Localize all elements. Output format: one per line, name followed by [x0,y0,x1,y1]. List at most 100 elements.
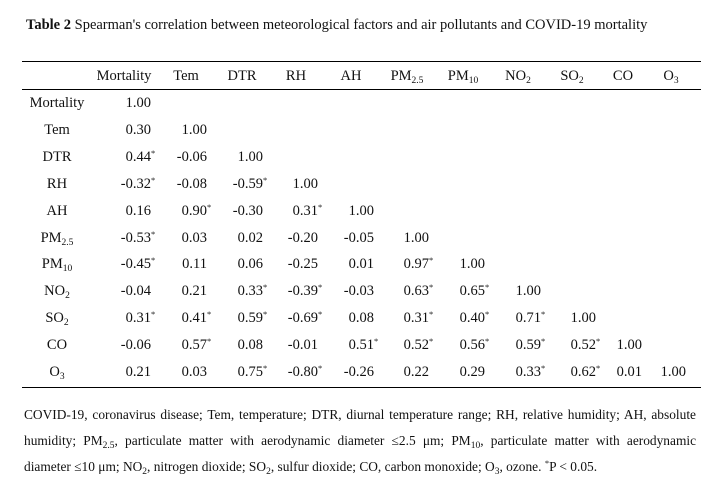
column-header: AH [341,67,362,85]
footnote-subscript: 2 [266,467,271,477]
table-cell: 0.01 [349,255,378,273]
column-header: DTR [228,67,257,85]
cell-value: 0.21 [181,283,207,300]
footnote-text: , particulate matter with aerodynamic di… [24,433,697,474]
table-cell: 0.22 [404,363,433,381]
cell-value: 1.00 [616,337,642,354]
label-text: AH [46,202,68,219]
label-text: PM [390,68,412,84]
footnote-text: , particulate matter with aerodynamic di… [114,433,471,448]
footnote-text: , sulfur dioxide; CO, carbon monoxide; O [270,459,495,474]
cell-value: 0.40 [459,310,485,327]
label-text: SO [560,68,579,84]
table-cell: 0.52* [570,336,601,354]
cell-value: 0.08 [237,337,263,354]
label-text: PM [41,256,63,273]
column-header: CO [613,67,633,85]
cell-value: -0.20 [287,229,318,246]
label-text: O [663,68,674,84]
table-cell: 1.00 [293,175,322,193]
cell-value: -0.06 [176,148,207,165]
table-cell: 0.08 [238,336,267,354]
column-header: NO2 [505,67,531,86]
cell-value: -0.05 [343,229,374,246]
cell-value: 0.16 [125,202,151,219]
table-cell: -0.20 [288,229,322,247]
cell-value: 1.00 [348,202,374,219]
row-header: PM10 [41,255,72,274]
cell-value: 0.06 [237,256,263,273]
subscript: 2.5 [61,237,74,248]
table-cell: -0.45* [120,255,156,273]
column-header: RH [286,67,306,85]
cell-value: 1.00 [403,229,429,246]
top-rule [22,61,701,62]
cell-value: 0.62 [570,364,596,380]
column-header: PM10 [447,67,479,86]
cell-value: 0.90 [181,202,207,219]
cell-value: 0.01 [616,364,642,380]
table-cell: 0.51* [348,336,379,354]
table-cell: 0.59* [515,336,546,354]
table-label: Table 2 [26,17,71,33]
cell-value: -0.32 [120,175,151,192]
table-cell: -0.04 [121,282,155,300]
cell-value: 0.75 [237,364,263,380]
subscript: 3 [59,372,65,382]
table-cell: 0.16 [126,202,155,220]
footnote-subscript: 10 [470,441,481,451]
cell-value: 0.33 [237,283,263,300]
label-text: PM [447,68,469,84]
table-cell: 1.00 [617,336,646,354]
row-header: CO [47,336,67,354]
table-cell: 0.31* [292,201,323,219]
table-cell: 0.02 [238,229,267,247]
table-footnote: COVID-19, coronavirus disease; Tem, temp… [24,402,696,480]
table-cell: 1.00 [126,94,155,112]
table-cell: -0.80* [287,363,323,380]
table-cell: -0.25 [288,255,322,273]
table-cell: -0.39* [287,282,323,300]
row-header: O3 [49,363,65,382]
footnote-subscript: 3 [494,467,500,477]
cell-value: 0.59 [237,310,263,327]
table-cell: 0.65* [459,282,490,300]
cell-value: 0.57 [181,337,207,354]
table-cell: 0.40* [459,309,490,327]
subscript: 10 [468,76,479,86]
cell-value: -0.03 [343,283,374,300]
cell-value: 1.00 [125,95,151,111]
table-cell: -0.06 [121,336,155,354]
label-text: AH [340,68,362,84]
table-cell: -0.69* [287,309,323,327]
subscript: 2 [526,76,531,86]
cell-value: -0.45 [120,256,151,273]
footnote-superscript: * [544,458,550,468]
footnote-subscript: 2.5 [102,441,115,451]
row-header: AH [47,202,68,220]
row-header: Tem [44,121,70,139]
label-text: RH [285,68,307,84]
cell-value: 0.30 [125,121,151,138]
cell-value: 1.00 [660,364,686,380]
table-cell: 0.31* [125,309,156,327]
header-rule [22,89,701,90]
label-text: Tem [173,68,199,84]
label-text: Mortality [29,95,85,111]
table-cell: 1.00 [349,202,378,220]
cell-value: 0.31 [125,310,151,327]
table-cell: 0.44* [125,147,156,165]
row-header: SO2 [45,309,69,329]
table-cell: 0.29 [460,363,489,381]
cell-value: -0.59 [232,175,263,192]
cell-value: -0.30 [232,202,263,219]
subscript: 2 [63,318,69,329]
cell-value: 1.00 [515,283,541,300]
row-header: PM2.5 [41,229,74,248]
cell-value: 0.03 [181,364,207,380]
table-cell: 1.00 [460,255,489,273]
table-cell: 0.30 [126,121,155,139]
subscript: 2 [65,291,70,302]
cell-value: 0.02 [237,229,263,246]
table-cell: -0.53* [120,228,156,246]
